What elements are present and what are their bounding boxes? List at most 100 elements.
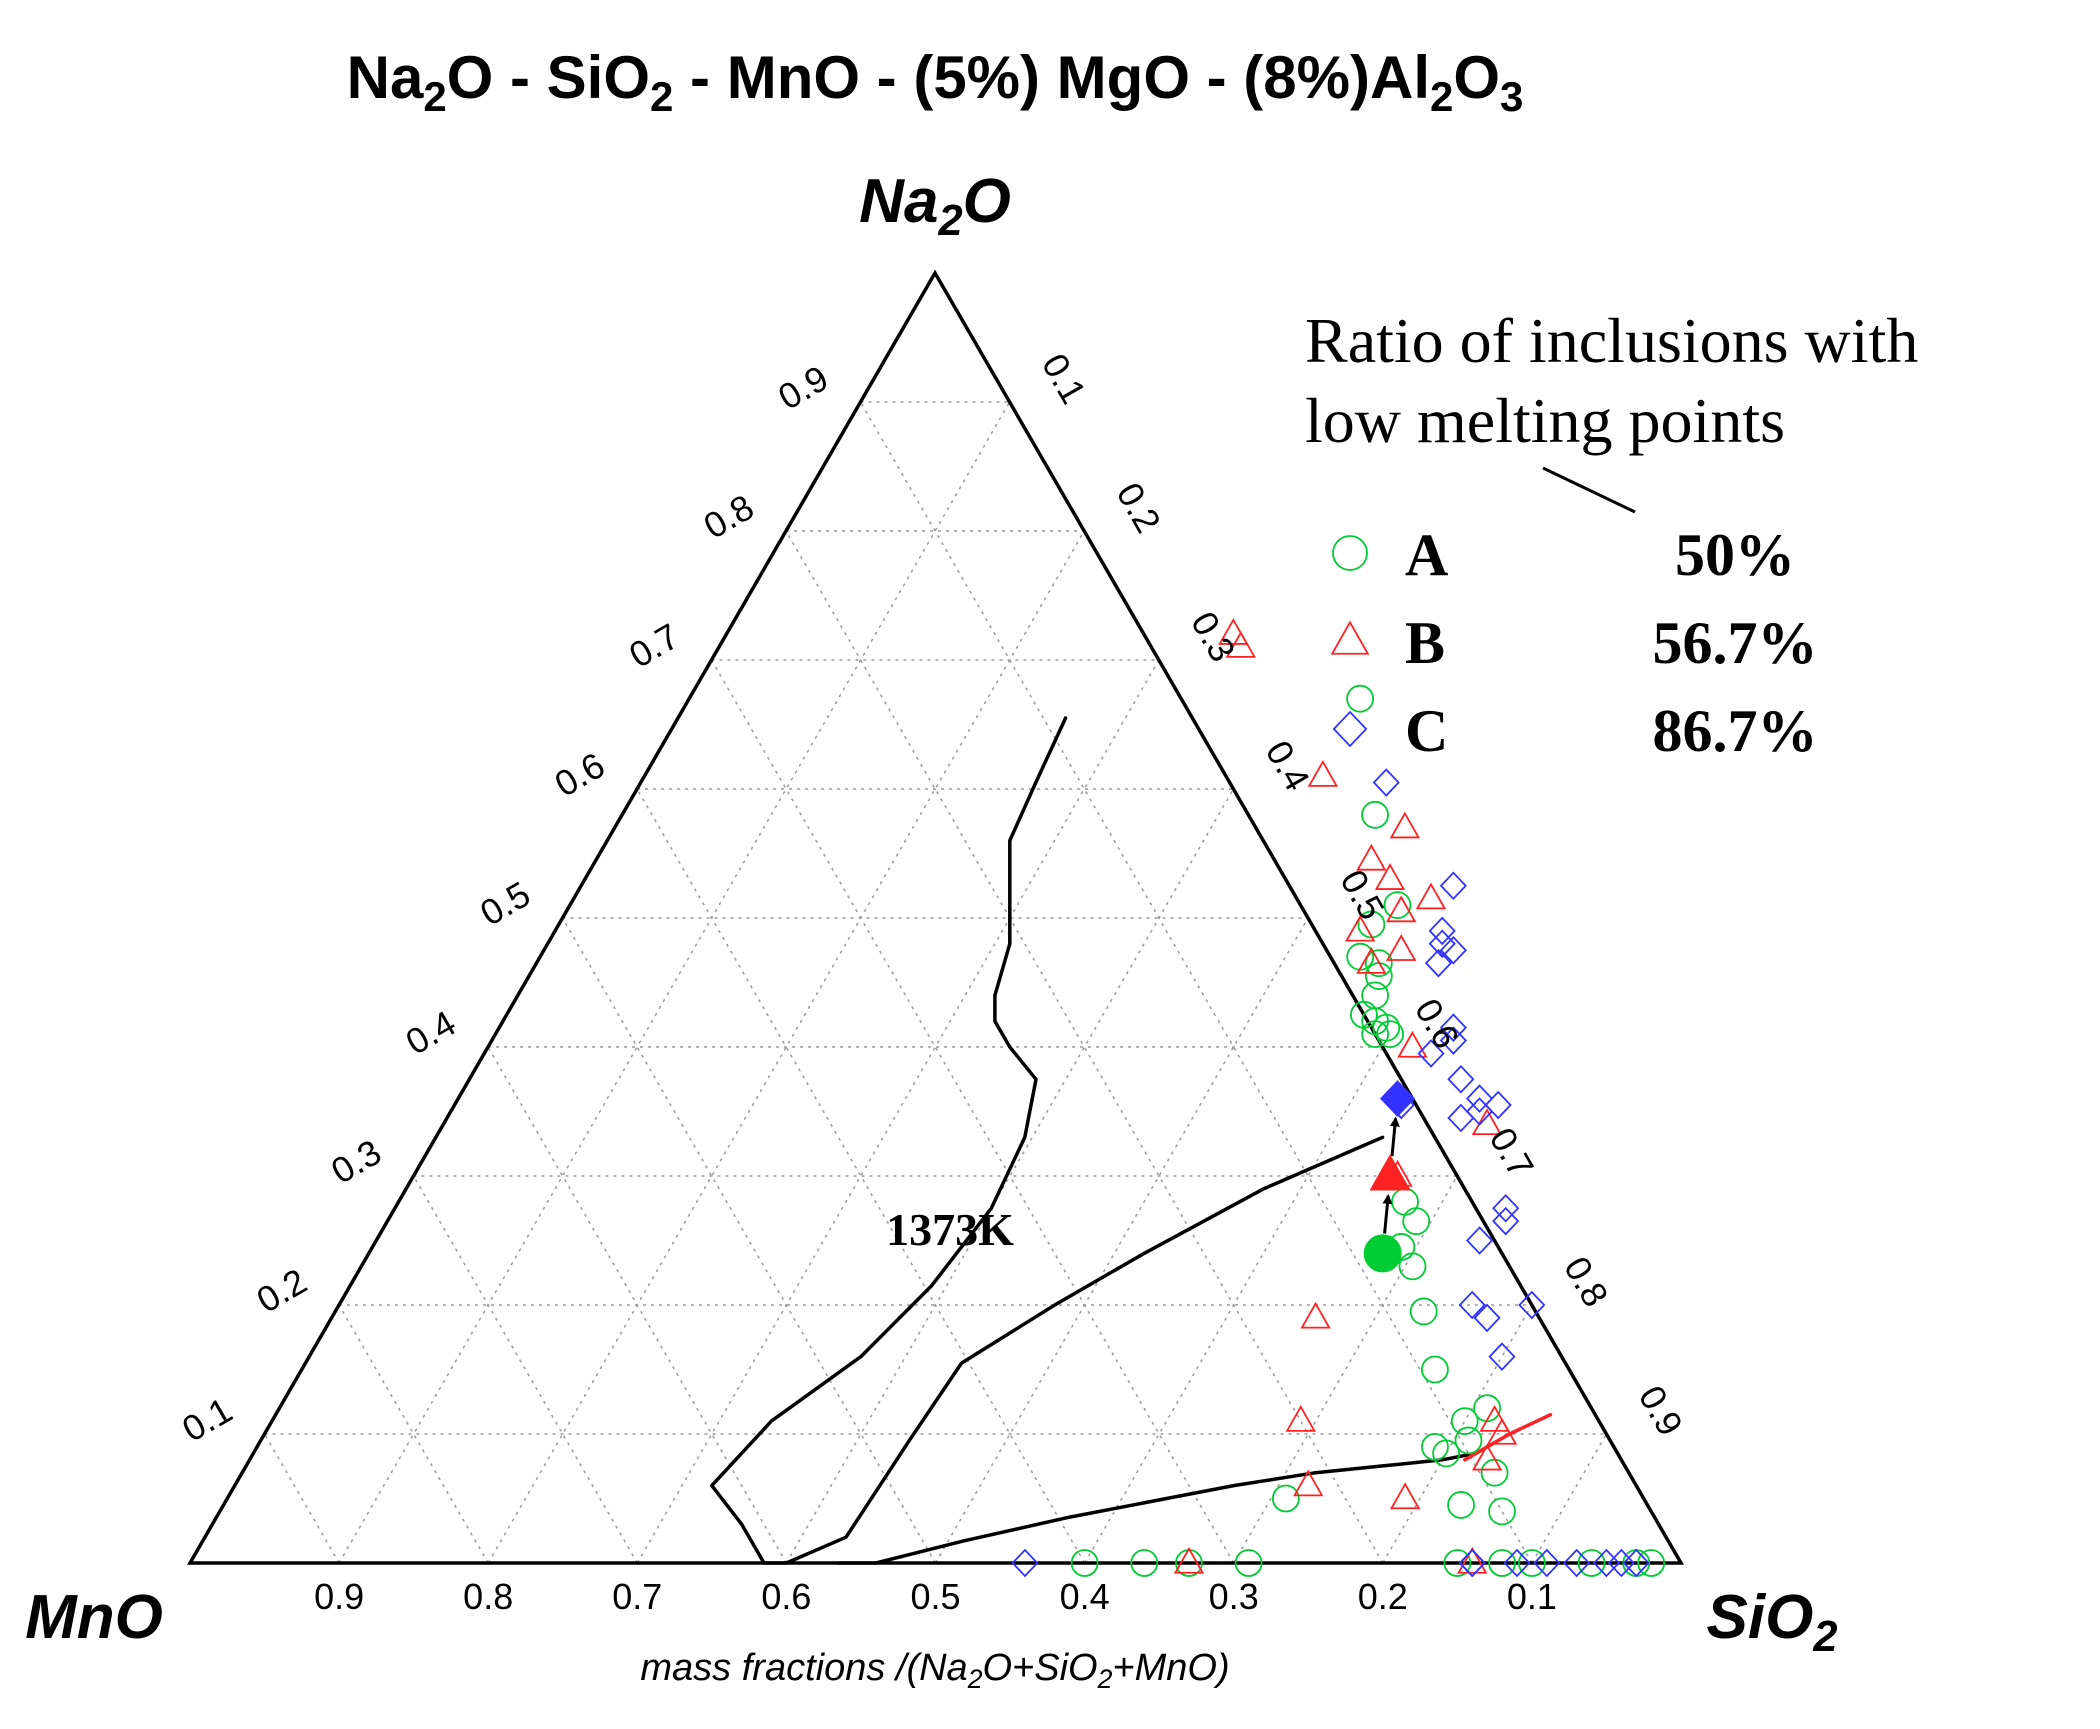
tick-label-na2o: 0.6 <box>548 744 612 805</box>
series-A-point <box>1271 1484 1300 1513</box>
legend-label-A: A <box>1405 522 1448 588</box>
series-C-point <box>1458 1290 1486 1320</box>
series-B-point <box>1389 811 1421 839</box>
tick-label-na2o: 0.5 <box>473 873 537 934</box>
series-A-point <box>1577 1549 1606 1577</box>
legend-marker-A <box>1332 535 1368 571</box>
grid-line-sio2 <box>487 530 1085 1564</box>
series-A-point <box>1409 1297 1438 1326</box>
grid-line-sio2 <box>1233 1175 1458 1564</box>
series-C-point <box>1417 1039 1445 1068</box>
series-C-point <box>1439 935 1467 965</box>
series-C-point <box>1447 1103 1475 1133</box>
legend-ratio-C: 86.7% <box>1653 698 1818 764</box>
series-B-point <box>1397 1030 1428 1058</box>
grid-line-mno <box>338 1304 489 1564</box>
series-B-point <box>1173 1546 1205 1574</box>
series-A-point <box>1432 1439 1461 1468</box>
series-C-point <box>1488 1342 1516 1371</box>
arrow-a-to-b <box>1382 1193 1393 1234</box>
tick-label-sio2: 0.2 <box>1109 476 1170 540</box>
tick-label-na2o: 0.3 <box>324 1131 388 1192</box>
triangle-frame <box>186 269 1685 1565</box>
series-A-point <box>1488 1549 1516 1577</box>
text-segment: O - SiO <box>447 44 650 111</box>
series-C-point <box>1439 871 1467 901</box>
grid-line-mno <box>710 659 1235 1564</box>
series-A-point <box>1364 949 1393 978</box>
curves-layer <box>710 716 1553 1565</box>
text-segment: Na <box>347 44 424 111</box>
series-C-point <box>1465 1226 1494 1255</box>
series-B-point <box>1285 1404 1316 1432</box>
tick-label-sio2: 0.9 <box>1631 1379 1692 1443</box>
series-A-point <box>1376 1020 1404 1048</box>
series-C-point <box>1372 768 1400 797</box>
series-B-point <box>1386 934 1417 961</box>
legend-pointer-line <box>1542 466 1636 514</box>
series-B-point <box>1356 843 1387 871</box>
series-B-point <box>1479 1404 1510 1432</box>
text-segment: MnO <box>25 1583 163 1652</box>
text-segment: O+SiO <box>983 1647 1098 1689</box>
isotherm-curve-1 <box>710 716 1385 1565</box>
axis-caption: mass fractions /(Na2O+SiO2+MnO) <box>640 1647 1229 1694</box>
legend: Ratio of inclusions with low melting poin… <box>1305 305 1918 764</box>
subscript: 2 <box>1430 73 1453 120</box>
series-C-point <box>1622 1548 1650 1578</box>
series-B-point <box>1356 947 1387 974</box>
series-B-point <box>1218 618 1249 645</box>
series-A-point <box>1488 1497 1516 1526</box>
text-segment: O <box>1453 44 1500 111</box>
tick-label-na2o: 0.7 <box>622 615 686 676</box>
tick-label-mno: 0.1 <box>1507 1576 1557 1617</box>
series-C-point <box>1492 1193 1520 1223</box>
series-C-point <box>1465 1084 1494 1113</box>
series-A-point <box>1391 1187 1419 1216</box>
grid-line-mno <box>487 1046 788 1564</box>
grid-line-mno <box>412 1175 638 1564</box>
subscript: 2 <box>1812 1613 1837 1661</box>
subscript: 2 <box>1097 1664 1113 1694</box>
grid-line-mno <box>785 530 1384 1564</box>
series-B-average-point <box>1369 1154 1411 1191</box>
text-segment: Na <box>859 167 938 236</box>
subscript: 2 <box>650 73 673 120</box>
series-B-point <box>1415 882 1447 910</box>
series-C-point <box>1428 916 1456 946</box>
series-C-point <box>1592 1548 1621 1578</box>
series-B-point <box>1471 1443 1503 1471</box>
text-segment: - MnO - (5%) MgO - (8%)Al <box>673 44 1430 111</box>
legend-title-line: low melting points <box>1305 385 1785 456</box>
series-B-point <box>1307 759 1339 787</box>
subscript: 2 <box>967 1664 983 1694</box>
series-C-point <box>1447 1064 1475 1094</box>
series-B-point <box>1457 1546 1488 1574</box>
tick-label-sio2: 0.3 <box>1183 605 1244 669</box>
series-A-point <box>1234 1549 1263 1577</box>
series-C-point <box>1518 1290 1546 1320</box>
series-C-point <box>1492 1206 1520 1236</box>
series-A-point <box>1346 684 1374 713</box>
series-A-point <box>1361 1020 1390 1048</box>
legend-label-C: C <box>1405 698 1448 764</box>
tick-label-mno: 0.7 <box>612 1576 662 1617</box>
tick-label-sio2: 0.5 <box>1332 863 1393 927</box>
text-segment: SiO <box>1707 1583 1814 1652</box>
series-A-point <box>1518 1549 1546 1577</box>
subscript: 2 <box>937 197 962 245</box>
tick-label-mno: 0.6 <box>761 1576 811 1617</box>
legend-title-line: Ratio of inclusions with <box>1305 305 1918 376</box>
series-A-point <box>1398 1252 1427 1281</box>
legend-ratio-A: 50% <box>1675 522 1795 588</box>
text-segment: O <box>963 167 1011 236</box>
series-A-average-point <box>1363 1234 1402 1273</box>
series-C-point <box>1439 1013 1468 1042</box>
tick-label-mno: 0.9 <box>314 1576 364 1617</box>
grid-layer <box>263 401 1608 1564</box>
vertex-label-na2o: Na2O <box>859 167 1011 245</box>
vertex-label-mno: MnO <box>25 1583 163 1652</box>
ticks-layer: 0.1 0.2 0.3 0.4 0.5 0.6 0.7 0.8 0.9 0.1 0.2 0.3 0.4 0… <box>175 347 1691 1617</box>
tick-label-sio2: 0.4 <box>1258 734 1319 798</box>
